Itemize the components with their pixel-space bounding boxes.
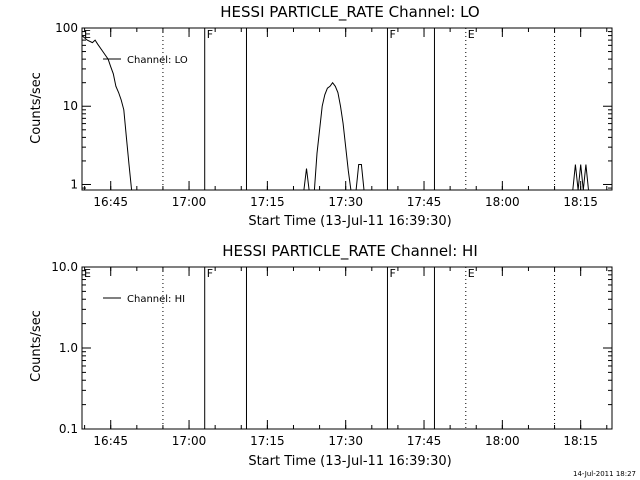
legend-entry: Channel: LO — [127, 55, 188, 66]
chart-title: HESSI PARTICLE_RATE Channel: HI — [222, 242, 478, 261]
y-tick-label: 1.0 — [59, 341, 78, 355]
event-marker-label: E — [468, 28, 475, 41]
legend-entry: Channel: HI — [127, 294, 185, 305]
timestamp: 14-Jul-2011 18:27 — [573, 470, 636, 478]
y-tick-label: 1 — [70, 177, 78, 191]
y-tick-label: 10 — [63, 99, 78, 113]
x-tick-label: 17:30 — [328, 434, 363, 448]
x-tick-label: 17:15 — [250, 434, 285, 448]
event-marker-label: E — [84, 267, 91, 280]
x-tick-label: 17:45 — [407, 434, 442, 448]
x-tick-label: 17:45 — [407, 195, 442, 209]
legend: Channel: LO — [103, 55, 188, 66]
x-tick-label: 16:45 — [93, 195, 128, 209]
x-tick-label: 17:00 — [172, 195, 207, 209]
y-axis-label: Counts/sec — [29, 72, 44, 144]
x-axis-label: Start Time (13-Jul-11 16:39:30) — [248, 214, 451, 229]
y-tick-label: 10.0 — [51, 260, 78, 274]
event-marker-label: F — [207, 28, 213, 41]
series-line — [81, 35, 589, 191]
x-tick-label: 17:00 — [172, 434, 207, 448]
y-tick-label: 0.1 — [59, 422, 78, 436]
x-tick-label: 16:45 — [93, 434, 128, 448]
event-marker-label: F — [207, 267, 213, 280]
y-tick-label: 100 — [55, 21, 78, 35]
x-tick-label: 18:00 — [485, 434, 520, 448]
x-tick-label: 18:00 — [485, 195, 520, 209]
y-axis-label: Counts/sec — [29, 310, 44, 382]
plot-frame — [81, 27, 613, 191]
x-tick-label: 18:15 — [563, 195, 598, 209]
chart-title: HESSI PARTICLE_RATE Channel: LO — [220, 3, 479, 22]
x-tick-label: 18:15 — [563, 434, 598, 448]
chart-panel-hi: HESSI PARTICLE_RATE Channel: HI Start Ti… — [29, 242, 613, 469]
x-tick-label: 17:30 — [328, 195, 363, 209]
event-marker-label: F — [389, 267, 395, 280]
legend: Channel: HI — [103, 294, 185, 305]
event-marker-label: E — [468, 267, 475, 280]
x-tick-label: 17:15 — [250, 195, 285, 209]
x-axis-label: Start Time (13-Jul-11 16:39:30) — [248, 454, 451, 469]
event-marker-label: F — [389, 28, 395, 41]
event-marker-label: E — [84, 28, 91, 41]
chart-panel-lo: HESSI PARTICLE_RATE Channel: LO Start Ti… — [29, 3, 613, 229]
